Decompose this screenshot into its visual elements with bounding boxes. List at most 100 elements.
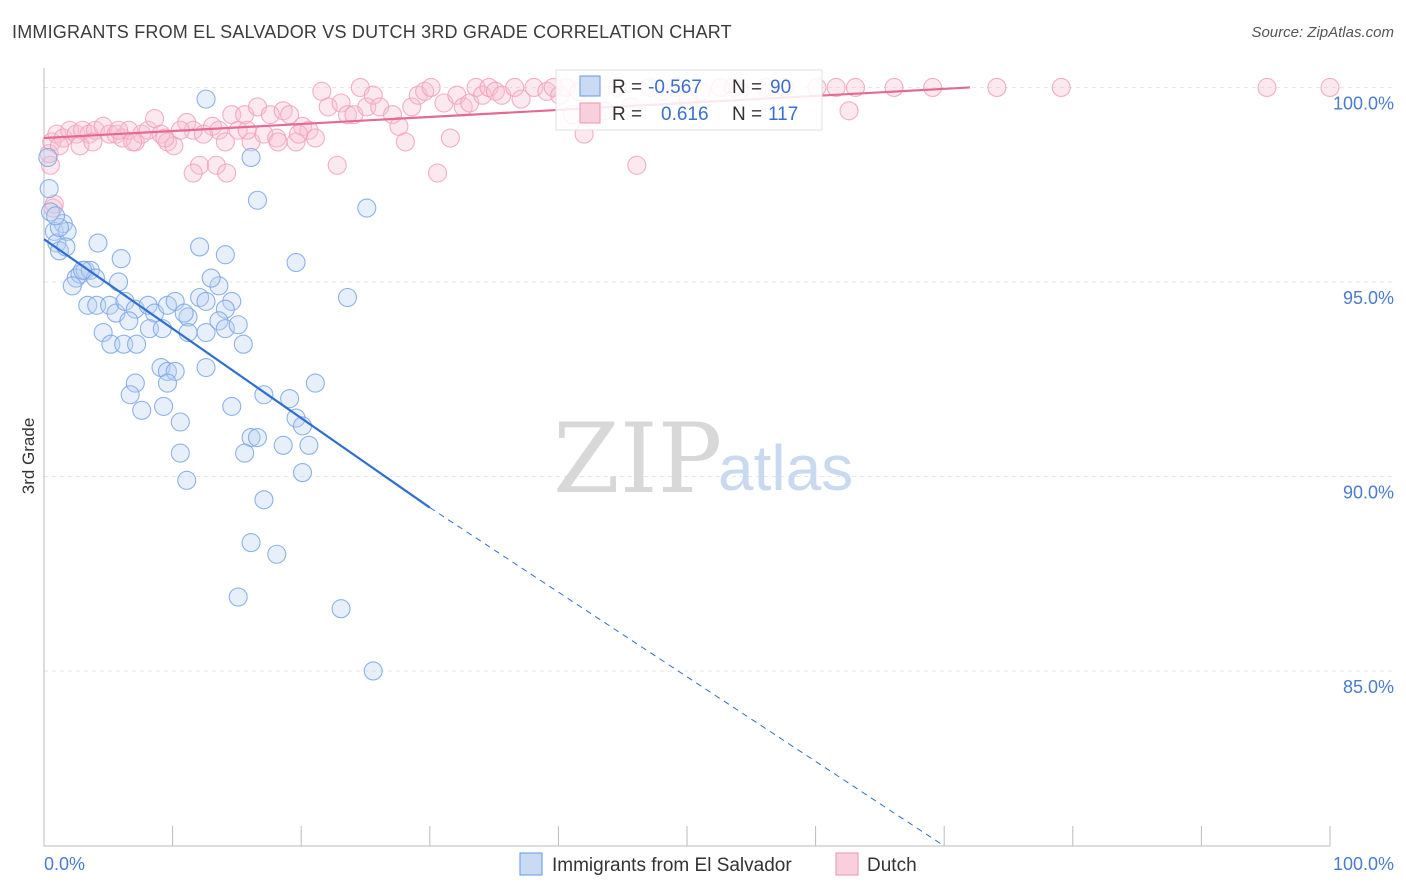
stats-r-value-2: 0.616 [661, 104, 709, 125]
el-salvador-point [215, 299, 235, 319]
dutch-point [260, 105, 280, 125]
chart-title: IMMIGRANTS FROM EL SALVADOR VS DUTCH 3RD… [12, 22, 732, 42]
el-salvador-point [170, 412, 190, 432]
el-salvador-point [209, 276, 229, 296]
el-salvador-point [305, 373, 325, 393]
el-salvador-point [299, 435, 319, 455]
el-salvador-point [247, 190, 268, 210]
dutch-point [505, 77, 525, 97]
el-salvador-point [111, 249, 131, 269]
el-salvador-point [357, 198, 377, 218]
stats-r-label-2: R = [612, 104, 642, 125]
el-salvador-point [170, 443, 190, 463]
el-salvador-point [49, 217, 69, 238]
dutch-point [119, 120, 139, 140]
dutch-point [395, 132, 415, 152]
y-tick-label-3: 85.0% [1343, 677, 1394, 697]
el-salvador-point [40, 202, 60, 222]
dutch-point [289, 124, 309, 144]
trend-line-el-salvador-dashed [429, 507, 945, 847]
dutch-point [427, 163, 448, 183]
stats-r-value-1: -0.567 [648, 77, 702, 98]
el-salvador-point [331, 599, 351, 619]
watermark-atlas: atlas [718, 432, 853, 504]
x-tick-label-left: 0.0% [44, 854, 85, 874]
dutch-point [318, 97, 338, 117]
dutch-point [627, 155, 647, 175]
dutch-point [1051, 77, 1071, 97]
el-salvador-point [222, 291, 242, 311]
chart-source: Source: ZipAtlas.com [1251, 24, 1394, 41]
el-salvador-point [174, 303, 194, 323]
legend: Immigrants from El Salvador Dutch [519, 852, 917, 876]
el-salvador-point [125, 373, 145, 393]
el-salvador-point [267, 544, 287, 564]
el-salvador-point [292, 463, 313, 483]
stats-swatch-blue [579, 75, 601, 97]
stats-swatch-pink [579, 102, 601, 124]
el-salvador-point [62, 276, 82, 296]
dutch-point [472, 85, 493, 105]
dutch-point [440, 128, 460, 148]
el-salvador-point [127, 334, 147, 354]
el-salvador-point [46, 206, 66, 226]
dutch-point [123, 132, 143, 152]
el-salvador-point [39, 179, 59, 199]
dutch-point [217, 163, 237, 183]
stats-n-value-2: 117 [768, 104, 798, 125]
stats-box: R = -0.567 N = 90 R = 0.616 N = 117 [555, 69, 823, 131]
el-salvador-point [247, 427, 268, 448]
y-tick-labels: 100.0% 95.0% 90.0% 85.0% [1333, 93, 1394, 697]
stats-n-label-2: N = [732, 104, 762, 125]
dutch-point [83, 132, 103, 152]
dutch-point [268, 132, 288, 152]
y-tick-label-0: 100.0% [1333, 93, 1394, 113]
el-salvador-point [120, 385, 140, 405]
dutch-point [206, 155, 226, 175]
dutch-point [183, 163, 203, 183]
dutch-point [331, 93, 351, 113]
el-salvador-point [196, 357, 216, 378]
el-salvador-point [196, 322, 216, 343]
el-salvador-point [241, 147, 261, 168]
y-tick-label-2: 90.0% [1343, 482, 1394, 502]
el-salvador-point [222, 396, 242, 416]
el-salvador-point [215, 319, 235, 339]
dutch-point [209, 120, 229, 140]
legend-swatch-dutch [835, 852, 859, 876]
el-salvador-point [109, 272, 129, 292]
el-salvador-point [286, 408, 306, 428]
el-salvador-point [228, 587, 248, 607]
el-salvador-point [119, 311, 139, 331]
el-salvador-point [154, 396, 174, 416]
el-salvador-point [178, 307, 198, 327]
dutch-point [337, 105, 358, 125]
dutch-point [845, 77, 866, 97]
dutch-point [155, 128, 175, 148]
dutch-point [524, 77, 544, 97]
el-salvador-point [177, 470, 197, 490]
dutch-point [363, 85, 383, 105]
el-salvador-point [165, 361, 185, 381]
legend-label-el-salvador: Immigrants from El Salvador [552, 855, 792, 876]
dutch-point [826, 77, 846, 97]
dutch-point [151, 124, 171, 144]
watermark-zip: ZIP [553, 403, 722, 515]
el-salvador-point [254, 490, 274, 510]
el-salvador-point [228, 315, 248, 335]
el-salvador-point [280, 389, 300, 409]
dutch-point [402, 97, 422, 117]
el-salvador-point [73, 260, 93, 280]
dutch-point [511, 89, 531, 109]
el-salvador-point [132, 400, 152, 420]
y-tick-label-1: 95.0% [1343, 288, 1394, 308]
dutch-point [327, 155, 347, 175]
dutch-point [987, 77, 1007, 97]
el-salvador-point [196, 291, 216, 311]
dutch-point [305, 128, 325, 148]
dutch-point [237, 120, 257, 140]
dutch-point [190, 155, 210, 175]
el-salvador-point [93, 322, 113, 343]
dutch-point [215, 132, 235, 152]
